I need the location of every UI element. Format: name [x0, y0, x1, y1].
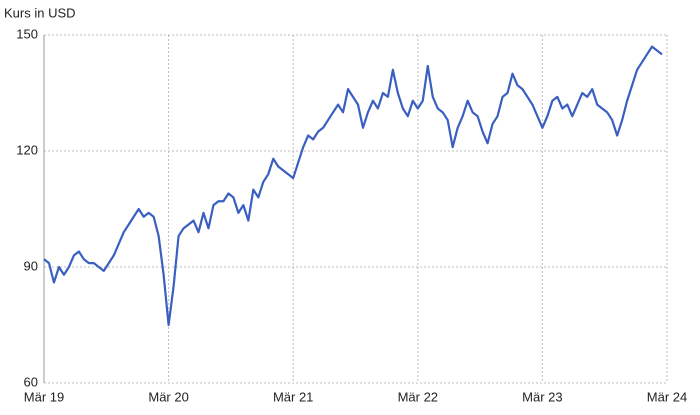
x-tick-label: Mär 24 — [647, 389, 687, 404]
y-tick-label: 90 — [24, 258, 38, 273]
y-tick-label: 150 — [16, 26, 38, 41]
x-tick-label: Mär 22 — [398, 389, 438, 404]
y-tick-label: 120 — [16, 142, 38, 157]
price-line — [43, 45, 663, 327]
y-tick-label: 60 — [24, 374, 38, 389]
x-tick-label: Mär 21 — [273, 389, 313, 404]
x-tick-label: Mär 23 — [522, 389, 562, 404]
x-tick-label: Mär 19 — [24, 389, 64, 404]
x-tick-label: Mär 20 — [148, 389, 188, 404]
y-axis-title: Kurs in USD — [4, 5, 76, 20]
